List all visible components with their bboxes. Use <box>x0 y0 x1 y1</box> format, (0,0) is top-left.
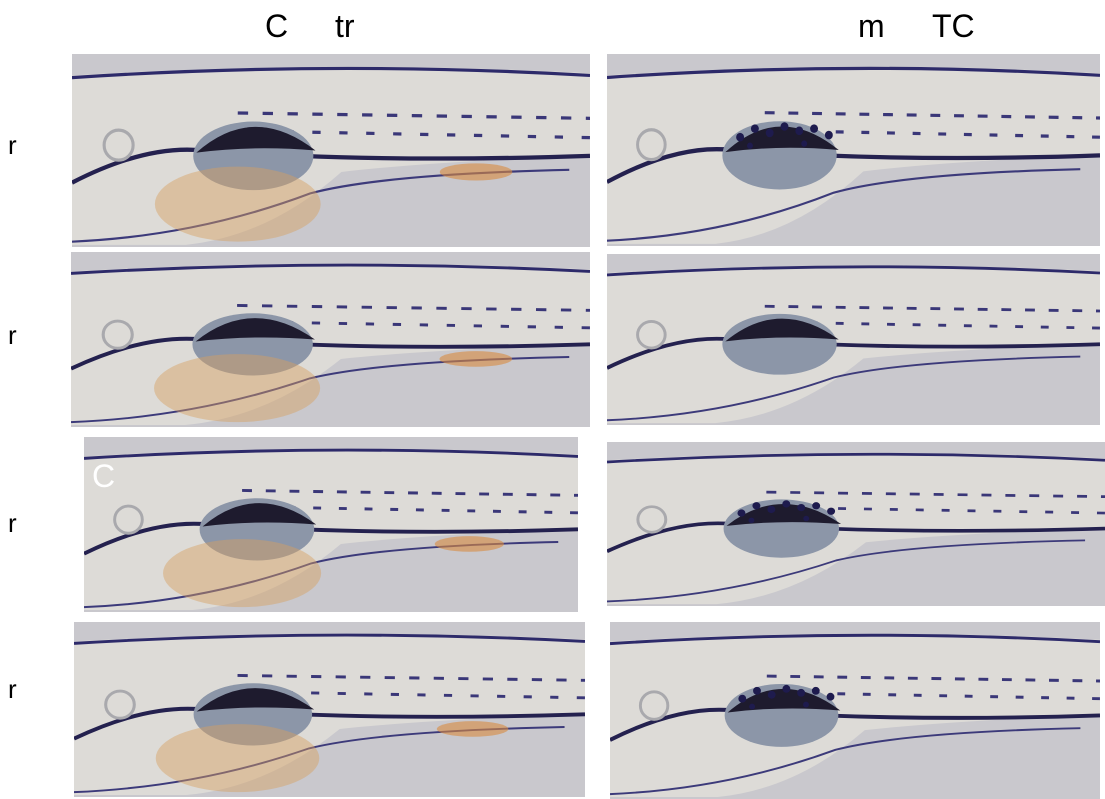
panel-overlay-label: C <box>92 458 115 495</box>
figure: C tr m TC r r r r C <box>0 0 1105 799</box>
micrograph <box>72 54 590 247</box>
micrograph <box>71 252 590 427</box>
column-header: tr <box>335 8 355 45</box>
micrograph <box>607 254 1100 425</box>
micrograph <box>610 622 1100 799</box>
column-header: C <box>265 8 288 45</box>
row-label: r <box>8 674 17 705</box>
row-label: r <box>8 320 17 351</box>
micrograph <box>607 54 1100 246</box>
row-label: r <box>8 508 17 539</box>
micrograph <box>74 622 585 797</box>
column-header: TC <box>932 8 975 45</box>
column-header: m <box>858 8 885 45</box>
micrograph <box>84 437 578 612</box>
micrograph <box>607 442 1105 606</box>
row-label: r <box>8 130 17 161</box>
